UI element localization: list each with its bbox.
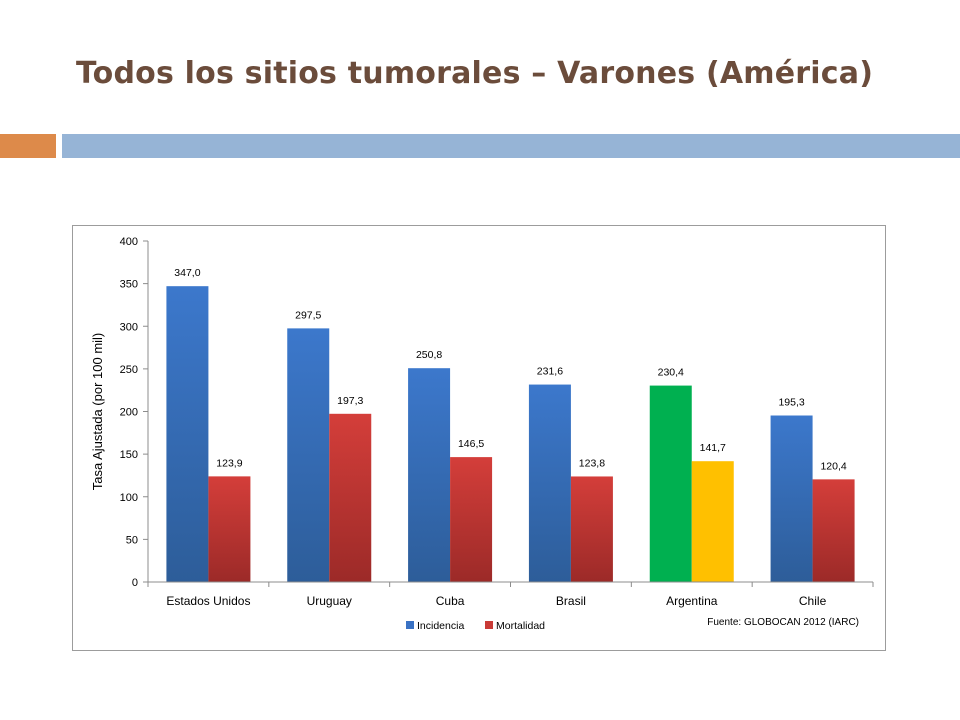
- bar-mortalidad-brasil: [570, 476, 613, 582]
- data-label: 123,9: [216, 457, 242, 469]
- data-label: 347,0: [174, 267, 200, 279]
- x-category-label: Cuba: [436, 594, 465, 608]
- bars: 347,0 123,9 297,5 197,3 250,8 146,5 231,6 123,8…: [166, 267, 855, 582]
- bar-mortalidad-argentina: [691, 461, 734, 582]
- bar-mortalidad-cuba: [450, 457, 493, 582]
- y-tick-label: 150: [120, 449, 138, 461]
- bar-incidencia-estados-unidos: [166, 286, 209, 582]
- accent-bar-orange: [0, 134, 56, 158]
- bar-mortalidad-chile: [812, 479, 855, 582]
- y-tick-label: 300: [120, 321, 138, 333]
- data-label: 195,3: [778, 397, 804, 409]
- legend-label-incidencia: Incidencia: [417, 620, 464, 632]
- y-tick-label: 400: [120, 236, 138, 248]
- y-axis: 0 50 100 150 200 250 300 350 400: [120, 236, 149, 589]
- data-label: 250,8: [416, 349, 442, 361]
- data-label: 141,7: [700, 442, 726, 454]
- bar-incidencia-chile: [770, 415, 813, 582]
- legend-label-mortalidad: Mortalidad: [496, 620, 545, 632]
- x-category-label: Chile: [799, 594, 827, 608]
- y-tick-label: 100: [120, 492, 138, 504]
- x-category-label: Brasil: [556, 594, 586, 608]
- y-tick-label: 0: [132, 577, 138, 589]
- accent-bar-blue: [62, 134, 960, 158]
- chart-frame: 0 50 100 150 200 250 300 350 400 347,0 123,9 297,5…: [72, 225, 886, 651]
- bar-incidencia-uruguay: [287, 328, 330, 582]
- bar-mortalidad-uruguay: [329, 413, 372, 582]
- y-tick-label: 250: [120, 364, 138, 376]
- bar-chart: 0 50 100 150 200 250 300 350 400 347,0 123,9 297,5…: [90, 236, 874, 632]
- bar-mortalidad-estados-unidos: [208, 476, 251, 582]
- data-label: 231,6: [537, 366, 563, 378]
- y-axis-title: Tasa Ajustada (por 100 mil): [90, 333, 105, 491]
- data-label: 297,5: [295, 309, 321, 321]
- data-label: 123,8: [579, 457, 605, 469]
- data-label: 230,4: [658, 367, 684, 379]
- y-tick-label: 200: [120, 407, 138, 419]
- legend-swatch-incidencia: [406, 621, 414, 629]
- legend: Incidencia Mortalidad: [406, 620, 545, 632]
- y-tick-label: 350: [120, 279, 138, 291]
- y-tick-label: 50: [126, 534, 138, 546]
- data-label: 120,4: [820, 460, 846, 472]
- data-label: 197,3: [337, 395, 363, 407]
- x-category-label: Argentina: [666, 594, 718, 608]
- x-axis: Estados Unidos Uruguay Cuba Brasil Argentina…: [147, 581, 874, 608]
- x-category-label: Uruguay: [307, 594, 352, 608]
- bar-incidencia-brasil: [528, 384, 571, 582]
- legend-swatch-mortalidad: [485, 621, 493, 629]
- data-label: 146,5: [458, 438, 484, 450]
- x-category-label: Estados Unidos: [166, 594, 250, 608]
- bar-incidencia-cuba: [408, 368, 451, 582]
- source-note: Fuente: GLOBOCAN 2012 (IARC): [707, 617, 859, 628]
- slide-title: Todos los sitios tumorales – Varones (Am…: [76, 56, 874, 91]
- bar-incidencia-argentina: [649, 385, 692, 582]
